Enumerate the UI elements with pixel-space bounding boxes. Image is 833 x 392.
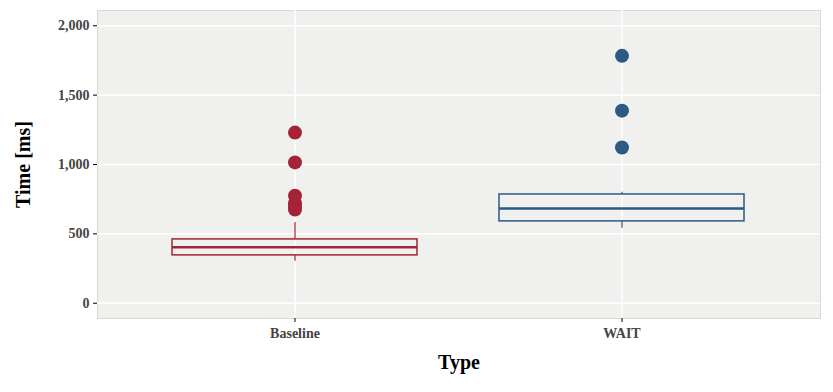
svg-text:500: 500 [69,226,90,241]
svg-text:Time [ms]: Time [ms] [12,121,34,208]
svg-text:1,000: 1,000 [58,157,90,172]
svg-text:1,500: 1,500 [58,88,90,103]
svg-text:WAIT: WAIT [603,326,641,341]
svg-text:Baseline: Baseline [270,326,320,341]
svg-text:2,000: 2,000 [58,18,90,33]
svg-text:Type: Type [438,351,480,374]
svg-text:0: 0 [83,296,90,311]
